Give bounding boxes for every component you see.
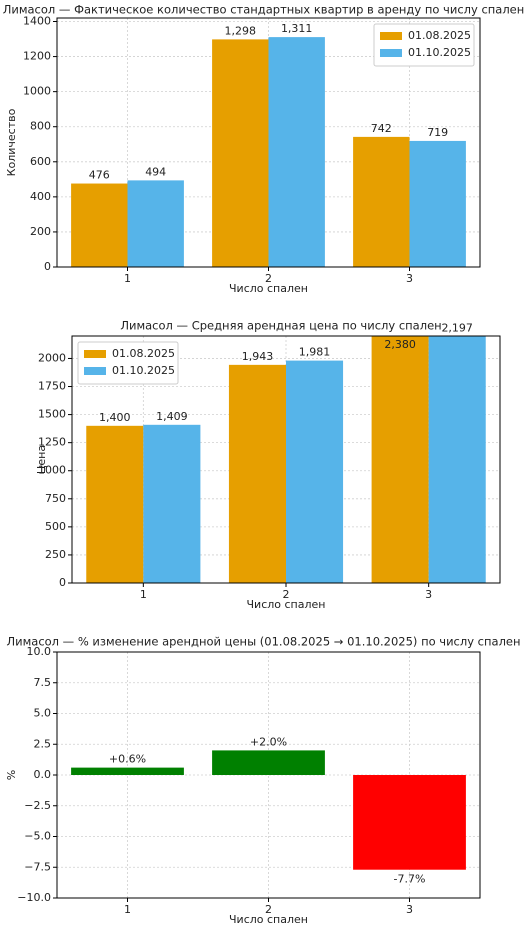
y-tick-label: 1200 bbox=[23, 50, 51, 63]
chart: Лимасол — Средняя арендная цена по числу… bbox=[35, 319, 501, 611]
value-label: 742 bbox=[371, 122, 392, 135]
chart: Лимасол — Фактическое количество стандар… bbox=[3, 3, 524, 296]
axes-frame bbox=[56, 17, 481, 268]
y-tick-label: 0 bbox=[59, 576, 66, 589]
bar bbox=[268, 37, 325, 267]
legend: 01.08.2025 01.10.2025 bbox=[373, 23, 475, 67]
value-label: 1,943 bbox=[242, 350, 274, 363]
y-axis-label: % bbox=[5, 770, 18, 780]
y-tick-label: 5.0 bbox=[34, 707, 52, 720]
y-tick-label: 400 bbox=[30, 190, 51, 203]
y-tick-label: 250 bbox=[45, 548, 66, 561]
value-label: 2,380 bbox=[384, 338, 416, 351]
value-label: 494 bbox=[145, 165, 166, 178]
bars bbox=[86, 336, 486, 583]
y-tick-label: 1500 bbox=[38, 408, 66, 421]
chart-title: Лимасол — Средняя арендная цена по числу… bbox=[120, 319, 441, 333]
y-tick-label: 2000 bbox=[38, 351, 66, 364]
value-label: 1,311 bbox=[281, 22, 313, 35]
x-axis-label: Число спален bbox=[247, 598, 326, 611]
axes-frame bbox=[56, 651, 481, 899]
bar bbox=[71, 767, 184, 775]
legend-swatch bbox=[84, 367, 106, 375]
x-tick-label: 1 bbox=[140, 588, 147, 601]
chart: Лимасол — % изменение арендной цены (01.… bbox=[5, 635, 521, 927]
legend-swatch bbox=[380, 49, 402, 57]
bar bbox=[353, 775, 466, 870]
chart-title: Лимасол — Фактическое количество стандар… bbox=[3, 3, 524, 17]
y-tick-label: 750 bbox=[45, 492, 66, 505]
x-tick-label: 1 bbox=[124, 903, 131, 916]
x-tick-label: 3 bbox=[406, 903, 413, 916]
chart-title: Лимасол — % изменение арендной цены (01.… bbox=[6, 635, 520, 649]
bar bbox=[127, 180, 184, 267]
legend-label: 01.08.2025 bbox=[408, 29, 471, 42]
legend-label: 01.10.2025 bbox=[112, 364, 175, 377]
y-axis-label: Цена bbox=[35, 445, 48, 474]
value-label: 1,400 bbox=[99, 411, 131, 424]
y-tick-label: −2.5 bbox=[24, 799, 51, 812]
y-tick-label: 7.5 bbox=[34, 676, 52, 689]
x-tick-label: 3 bbox=[425, 588, 432, 601]
bar bbox=[228, 364, 286, 583]
axes-frame bbox=[71, 335, 501, 584]
value-label: 1,298 bbox=[225, 24, 257, 37]
bars bbox=[71, 37, 466, 267]
value-label: 719 bbox=[427, 126, 448, 139]
bar bbox=[353, 136, 410, 267]
bar bbox=[409, 140, 466, 267]
y-tick-label: 600 bbox=[30, 155, 51, 168]
y-tick-label: −7.5 bbox=[24, 860, 51, 873]
y-tick-label: 200 bbox=[30, 225, 51, 238]
bars bbox=[71, 750, 466, 870]
y-tick-label: −5.0 bbox=[24, 830, 51, 843]
legend-label: 01.08.2025 bbox=[112, 347, 175, 360]
y-tick-label: 800 bbox=[30, 120, 51, 133]
y-tick-label: 1000 bbox=[38, 464, 66, 477]
x-tick-label: 2 bbox=[283, 588, 290, 601]
x-axis-label: Число спален bbox=[229, 913, 308, 926]
y-tick-label: −10.0 bbox=[17, 891, 51, 904]
bar bbox=[428, 336, 486, 583]
y-tick-label: 2.5 bbox=[34, 737, 52, 750]
bar bbox=[212, 750, 325, 775]
x-tick-label: 2 bbox=[265, 272, 272, 285]
legend: 01.08.2025 01.10.2025 bbox=[77, 341, 179, 385]
value-label: 1,409 bbox=[156, 410, 188, 423]
value-label: 476 bbox=[89, 169, 110, 182]
y-tick-label: 500 bbox=[45, 520, 66, 533]
y-axis-label: Количество bbox=[5, 108, 18, 176]
value-label: 1,981 bbox=[299, 346, 331, 359]
value-label: 2,197 bbox=[441, 321, 473, 334]
x-tick-label: 3 bbox=[406, 272, 413, 285]
x-tick-label: 1 bbox=[124, 272, 131, 285]
legend-label: 01.10.2025 bbox=[408, 46, 471, 59]
bar bbox=[371, 336, 429, 583]
y-tick-label: 1250 bbox=[38, 436, 66, 449]
y-tick-label: 10.0 bbox=[27, 645, 52, 658]
y-tick-label: 0.0 bbox=[34, 768, 52, 781]
legend-swatch bbox=[84, 350, 106, 358]
bar bbox=[143, 424, 201, 583]
x-axis-label: Число спален bbox=[229, 282, 308, 295]
x-tick-label: 2 bbox=[265, 903, 272, 916]
y-tick-label: 0 bbox=[44, 260, 51, 273]
value-label: +2.0% bbox=[250, 735, 287, 748]
bar bbox=[86, 425, 144, 583]
y-tick-label: 1400 bbox=[23, 15, 51, 28]
legend-swatch bbox=[380, 32, 402, 40]
bar bbox=[286, 360, 344, 583]
bar bbox=[71, 183, 128, 267]
value-label: +0.6% bbox=[109, 753, 146, 766]
y-tick-label: 1000 bbox=[23, 85, 51, 98]
bar bbox=[212, 39, 269, 267]
y-tick-label: 1750 bbox=[38, 380, 66, 393]
value-label: -7.7% bbox=[394, 873, 426, 886]
